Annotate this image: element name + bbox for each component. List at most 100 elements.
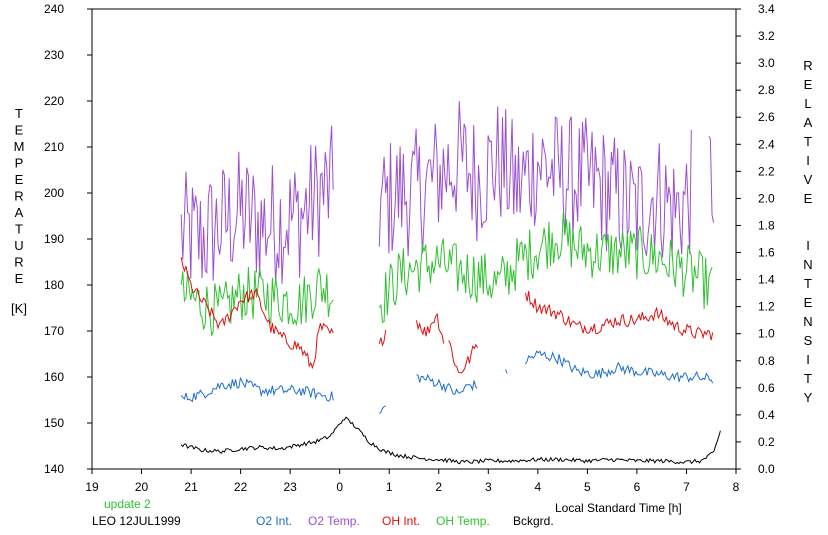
legend-entry: OH Int. <box>382 514 420 528</box>
series-line <box>378 405 386 414</box>
y-label-right-letter: E <box>804 191 813 206</box>
y-left-tick-label: 230 <box>44 48 64 62</box>
y-axis-unit-left: [K] <box>11 301 27 316</box>
y-left-tick-label: 190 <box>44 232 64 246</box>
x-tick-label: 5 <box>584 480 591 494</box>
series-line <box>416 373 478 395</box>
series-line <box>505 369 508 374</box>
series-layer <box>180 100 721 465</box>
station-label: LEO 12JUL1999 <box>92 514 181 528</box>
y-label-right-letter: T <box>804 134 812 149</box>
x-tick-label: 3 <box>485 480 492 494</box>
y-left-axis-ticks: 140 150 160 170 180 190 200 210 220 230 240 <box>44 2 92 476</box>
series-line <box>416 312 445 344</box>
y-label-right-letter: E <box>804 77 813 92</box>
y-right-tick-label: 2.6 <box>758 110 775 124</box>
y-label-right-letter: N <box>803 257 812 272</box>
series-line <box>180 125 334 284</box>
y-label-left-letter: R <box>14 189 23 204</box>
x-tick-label: 6 <box>634 480 641 494</box>
legend-entry: OH Temp. <box>436 514 490 528</box>
y-right-tick-label: 3.2 <box>758 29 775 43</box>
y-right-tick-label: 0.6 <box>758 381 775 395</box>
y-label-left-letter: P <box>15 156 24 171</box>
y-right-tick-label: 0.8 <box>758 354 775 368</box>
y-label-right-letter: A <box>804 115 813 130</box>
y-right-tick-label: 2.2 <box>758 164 775 178</box>
y-right-tick-label: 0.4 <box>758 408 775 422</box>
series-line <box>378 100 692 258</box>
y-right-tick-label: 1.4 <box>758 273 775 287</box>
x-tick-label: 0 <box>336 480 343 494</box>
y-right-tick-label: 3.4 <box>758 2 775 16</box>
y-right-tick-label: 1.6 <box>758 246 775 260</box>
plot-frame <box>91 8 737 470</box>
x-tick-label: 22 <box>234 480 248 494</box>
y-left-tick-label: 180 <box>44 278 64 292</box>
series-line <box>378 211 713 323</box>
y-right-tick-label: 1.0 <box>758 327 775 341</box>
y-left-tick-label: 140 <box>44 462 64 476</box>
x-tick-label: 2 <box>435 480 442 494</box>
series-line <box>180 257 334 370</box>
series-line <box>180 266 334 336</box>
legend-entry: O2 Int. <box>256 514 292 528</box>
legend: O2 Int. O2 Temp. OH Int. OH Temp. Bckgrd. <box>256 514 554 528</box>
y-right-tick-label: 1.8 <box>758 218 775 232</box>
legend-entry: O2 Temp. <box>308 514 360 528</box>
y-left-tick-label: 220 <box>44 94 64 108</box>
series-line <box>448 340 478 374</box>
y-label-right-letter: S <box>804 333 813 348</box>
y-label-right-letter: N <box>803 314 812 329</box>
y-label-left-letter: R <box>14 255 23 270</box>
y-label-right-letter: V <box>804 172 813 187</box>
y-left-tick-label: 200 <box>44 186 64 200</box>
y-label-left-letter: M <box>14 139 25 154</box>
series-line <box>180 376 334 403</box>
y-right-tick-label: 1.2 <box>758 300 775 314</box>
x-tick-label: 23 <box>283 480 297 494</box>
y-label-right-letter: T <box>804 371 812 386</box>
y-right-tick-label: 2.0 <box>758 191 775 205</box>
x-axis-ticks: 19 20 21 22 23 0 1 2 3 4 5 6 7 8 <box>85 469 740 494</box>
y-right-tick-label: 3.0 <box>758 56 775 70</box>
y-label-right-letter: R <box>803 58 812 73</box>
series-line <box>525 350 714 384</box>
x-tick-label: 20 <box>135 480 149 494</box>
update-note: update 2 <box>104 497 151 511</box>
y-label-right-letter: I <box>806 352 810 367</box>
series-line <box>180 416 721 465</box>
y-label-right-letter: Y <box>804 390 813 405</box>
y-right-tick-label: 2.4 <box>758 137 775 151</box>
x-tick-label: 1 <box>386 480 393 494</box>
y-label-left-letter: T <box>15 106 23 121</box>
x-axis-label: Local Standard Time [h] <box>555 501 682 515</box>
y-label-left-letter: A <box>15 205 24 220</box>
y-label-left-letter: T <box>15 222 23 237</box>
y-label-right-letter: E <box>804 295 813 310</box>
y-label-left-letter: E <box>15 172 24 187</box>
x-tick-label: 7 <box>683 480 690 494</box>
y-left-tick-label: 160 <box>44 370 64 384</box>
y-right-axis-ticks: 0.0 0.2 0.4 0.6 0.8 1.0 1.2 1.4 1.6 1.8 2.0 2.2 2.4 2… <box>736 2 775 476</box>
series-line <box>708 136 715 223</box>
x-tick-label: 21 <box>184 480 198 494</box>
y-right-tick-label: 0.0 <box>758 462 775 476</box>
series-line <box>378 330 387 347</box>
y-label-left-letter: E <box>15 123 24 138</box>
x-tick-label: 19 <box>85 480 99 494</box>
y-left-tick-label: 240 <box>44 2 64 16</box>
y-label-right-letter: L <box>804 96 811 111</box>
y-right-tick-label: 0.2 <box>758 435 775 449</box>
y-left-tick-label: 170 <box>44 324 64 338</box>
series-line <box>525 290 714 341</box>
y-label-left-letter: U <box>14 238 23 253</box>
y-label-left-letter: E <box>15 271 24 286</box>
legend-entry: Bckgrd. <box>513 514 554 528</box>
x-tick-label: 8 <box>733 480 740 494</box>
y-left-tick-label: 150 <box>44 416 64 430</box>
y-left-tick-label: 210 <box>44 140 64 154</box>
